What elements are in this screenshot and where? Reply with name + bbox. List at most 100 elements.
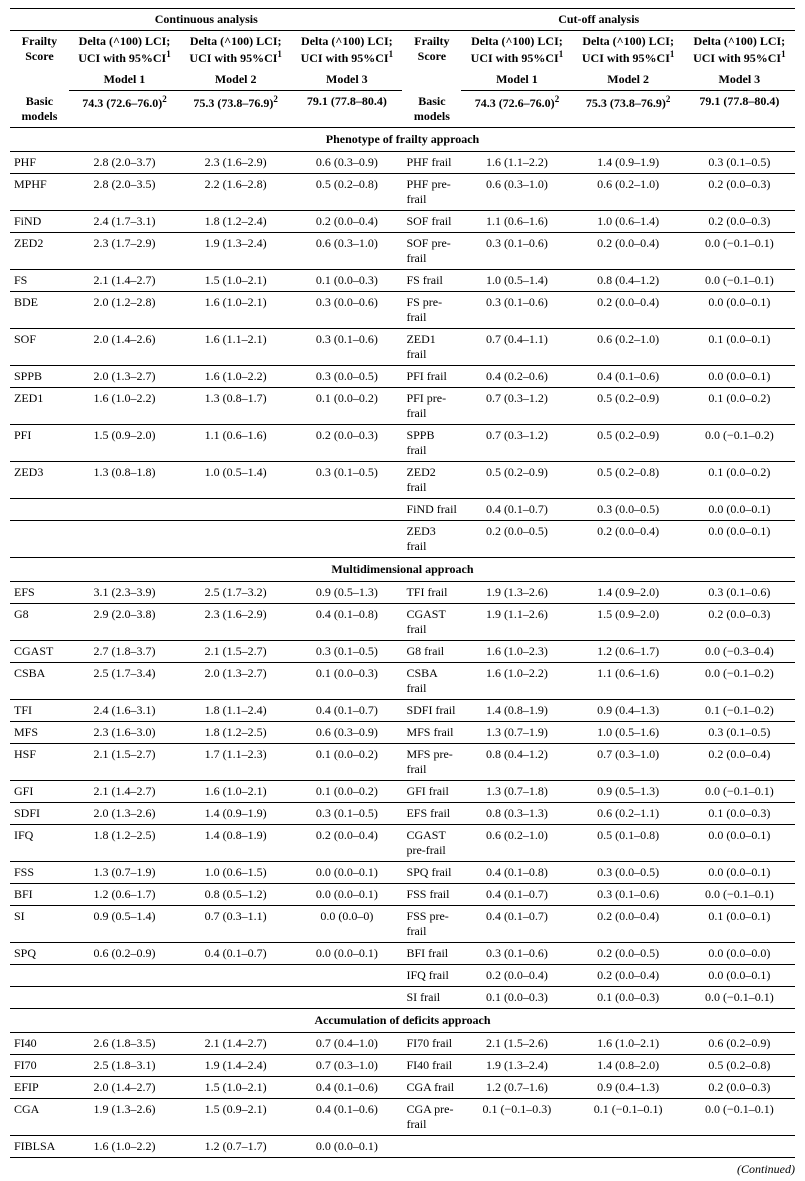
cell (291, 520, 402, 557)
cell: 0.8 (0.5–1.2) (180, 883, 291, 905)
row-label: CSBA frail (402, 662, 461, 699)
group-cutoff: Cut-off analysis (402, 9, 795, 31)
row-label: ZED3 frail (402, 520, 461, 557)
row-label: FS pre-frail (402, 291, 461, 328)
basic-m2-l: 75.3 (73.8–76.9)2 (180, 91, 291, 128)
row-label: CGA (10, 1098, 69, 1135)
cell: 0.0 (0.0–0.1) (291, 883, 402, 905)
cell: 1.2 (0.7–1.6) (461, 1076, 572, 1098)
cell: 0.7 (0.3–1.2) (461, 424, 572, 461)
cell: 0.3 (0.1–0.5) (291, 640, 402, 662)
row-label (10, 986, 69, 1008)
row-label: IFQ frail (402, 964, 461, 986)
cell: 0.2 (0.0–0.4) (573, 905, 684, 942)
cell: 1.6 (1.1–2.2) (461, 151, 572, 173)
row-label: CGA frail (402, 1076, 461, 1098)
cell: 1.3 (0.7–1.8) (461, 780, 572, 802)
row-label: BDE (10, 291, 69, 328)
cell: 0.8 (0.3–1.3) (461, 802, 572, 824)
row-label: ZED2 frail (402, 461, 461, 498)
row-label: ZED3 (10, 461, 69, 498)
basic-m2-r: 75.3 (73.8–76.9)2 (573, 91, 684, 128)
cell: 1.1 (0.6–1.6) (461, 210, 572, 232)
cell: 0.5 (0.1–0.8) (573, 824, 684, 861)
cell: 0.5 (0.2–0.8) (684, 1054, 795, 1076)
cell: 0.6 (0.2–0.9) (69, 942, 180, 964)
cell: 0.5 (0.2–0.8) (573, 461, 684, 498)
cell: 0.6 (0.3–0.9) (291, 721, 402, 743)
cell: 1.3 (0.8–1.7) (180, 387, 291, 424)
cell: 1.9 (1.1–2.6) (461, 603, 572, 640)
cell: 1.6 (1.0–2.1) (573, 1032, 684, 1054)
cell: 2.4 (1.7–3.1) (69, 210, 180, 232)
row-label: PHF (10, 151, 69, 173)
cell: 0.3 (0.1–0.5) (684, 721, 795, 743)
cell: 1.5 (0.9–2.1) (180, 1098, 291, 1135)
row-label: ZED1 (10, 387, 69, 424)
row-label: G8 (10, 603, 69, 640)
cell: 0.2 (0.0–0.4) (573, 291, 684, 328)
cell: 0.4 (0.1–0.8) (461, 861, 572, 883)
cell: 0.0 (−0.1–0.1) (684, 780, 795, 802)
row-label: GFI frail (402, 780, 461, 802)
cell: 0.7 (0.3–1.0) (573, 743, 684, 780)
cell: 1.6 (1.0–2.1) (180, 780, 291, 802)
cell: 0.1 (0.0–0.3) (684, 802, 795, 824)
cell: 1.8 (1.1–2.4) (180, 699, 291, 721)
cell: 0.3 (0.1–0.6) (684, 581, 795, 603)
cell: 0.6 (0.2–0.9) (684, 1032, 795, 1054)
cell: 1.3 (0.7–1.9) (461, 721, 572, 743)
cell: 0.5 (0.2–0.9) (461, 461, 572, 498)
cell: 0.2 (0.0–0.5) (573, 942, 684, 964)
cell: 0.5 (0.2–0.9) (573, 424, 684, 461)
delta-h-r1: Delta (^100) LCI;UCI with 95%CI1 (461, 31, 572, 70)
row-label: PHF pre-frail (402, 173, 461, 210)
frailty-score-left: Frailty Score (10, 31, 69, 91)
cell (180, 986, 291, 1008)
cell: 0.3 (0.1–0.5) (291, 461, 402, 498)
cell: 0.0 (−0.1–0.1) (684, 269, 795, 291)
cell: 0.6 (0.2–1.1) (573, 802, 684, 824)
cell: 1.5 (0.9–2.0) (69, 424, 180, 461)
cell: 0.2 (0.0–0.5) (461, 520, 572, 557)
row-label: MPHF (10, 173, 69, 210)
model1-r: Model 1 (461, 69, 572, 91)
section-title: Phenotype of frailty approach (10, 127, 795, 151)
cell: 1.0 (0.6–1.4) (573, 210, 684, 232)
row-label: MFS (10, 721, 69, 743)
delta-h-r3: Delta (^100) LCI;UCI with 95%CI1 (684, 31, 795, 70)
row-label: FS (10, 269, 69, 291)
row-label: TFI (10, 699, 69, 721)
row-label: EFS (10, 581, 69, 603)
basic-m3-r: 79.1 (77.8–80.4) (684, 91, 795, 128)
row-label: SPPB (10, 365, 69, 387)
cell: 0.2 (0.0–0.4) (461, 964, 572, 986)
row-label: MFS frail (402, 721, 461, 743)
row-label: FIBLSA (10, 1135, 69, 1157)
row-label: EFS frail (402, 802, 461, 824)
row-label: FiND (10, 210, 69, 232)
cell: 0.6 (0.2–1.0) (573, 173, 684, 210)
cell: 1.5 (1.0–2.1) (180, 1076, 291, 1098)
group-continuous: Continuous analysis (10, 9, 402, 31)
cell: 0.5 (0.2–0.8) (291, 173, 402, 210)
cell: 1.9 (1.3–2.6) (461, 581, 572, 603)
row-label: CGAST frail (402, 603, 461, 640)
cell: 1.6 (1.0–2.1) (180, 291, 291, 328)
cell: 0.2 (0.0–0.3) (684, 210, 795, 232)
row-label (402, 1135, 461, 1157)
row-label (10, 520, 69, 557)
cell: 0.0 (0.0–0.1) (684, 964, 795, 986)
cell: 0.0 (0.0–0.1) (684, 291, 795, 328)
cell: 1.9 (1.3–2.6) (69, 1098, 180, 1135)
cell: 0.0 (0.0–0) (291, 905, 402, 942)
row-label: EFIP (10, 1076, 69, 1098)
cell: 0.8 (0.4–1.2) (573, 269, 684, 291)
model2-l: Model 2 (180, 69, 291, 91)
cell (180, 964, 291, 986)
row-label: BFI (10, 883, 69, 905)
row-label: MFS pre-frail (402, 743, 461, 780)
cell: 2.3 (1.7–2.9) (69, 232, 180, 269)
row-label: SPQ frail (402, 861, 461, 883)
cell: 0.1 (0.0–0.2) (291, 780, 402, 802)
